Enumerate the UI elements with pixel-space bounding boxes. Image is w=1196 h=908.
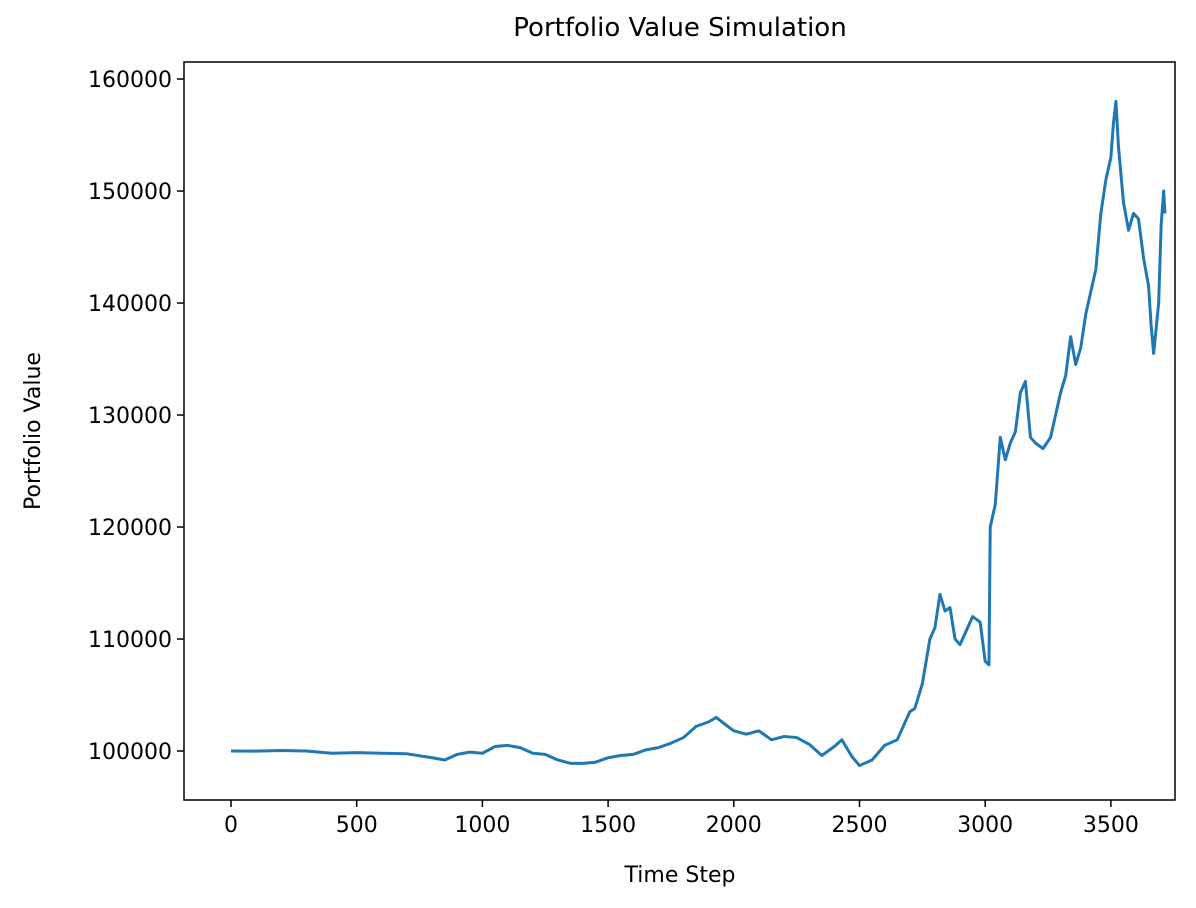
y-tick-label: 160000 bbox=[88, 68, 172, 93]
y-tick-label: 120000 bbox=[88, 516, 172, 541]
x-tick-label: 3500 bbox=[1083, 813, 1139, 838]
x-tick-label: 2000 bbox=[706, 813, 762, 838]
y-tick-label: 110000 bbox=[88, 628, 172, 653]
y-tick-label: 150000 bbox=[88, 180, 172, 205]
plot-frame bbox=[183, 61, 1176, 801]
x-tick-label: 2500 bbox=[831, 813, 887, 838]
x-tick-label: 1500 bbox=[580, 813, 636, 838]
x-tick-label: 3000 bbox=[957, 813, 1013, 838]
y-tick-label: 140000 bbox=[88, 292, 172, 317]
y-axis-label: Portfolio Value bbox=[21, 352, 46, 510]
data-line bbox=[231, 99, 1167, 768]
y-tick-label: 100000 bbox=[88, 740, 172, 765]
x-tick-label: 1000 bbox=[454, 813, 510, 838]
chart-title: Portfolio Value Simulation bbox=[513, 13, 846, 43]
x-tick-label: 500 bbox=[336, 813, 378, 838]
y-tick-label: 130000 bbox=[88, 404, 172, 429]
x-axis-label: Time Step bbox=[624, 863, 736, 888]
x-tick-label: 0 bbox=[224, 813, 238, 838]
